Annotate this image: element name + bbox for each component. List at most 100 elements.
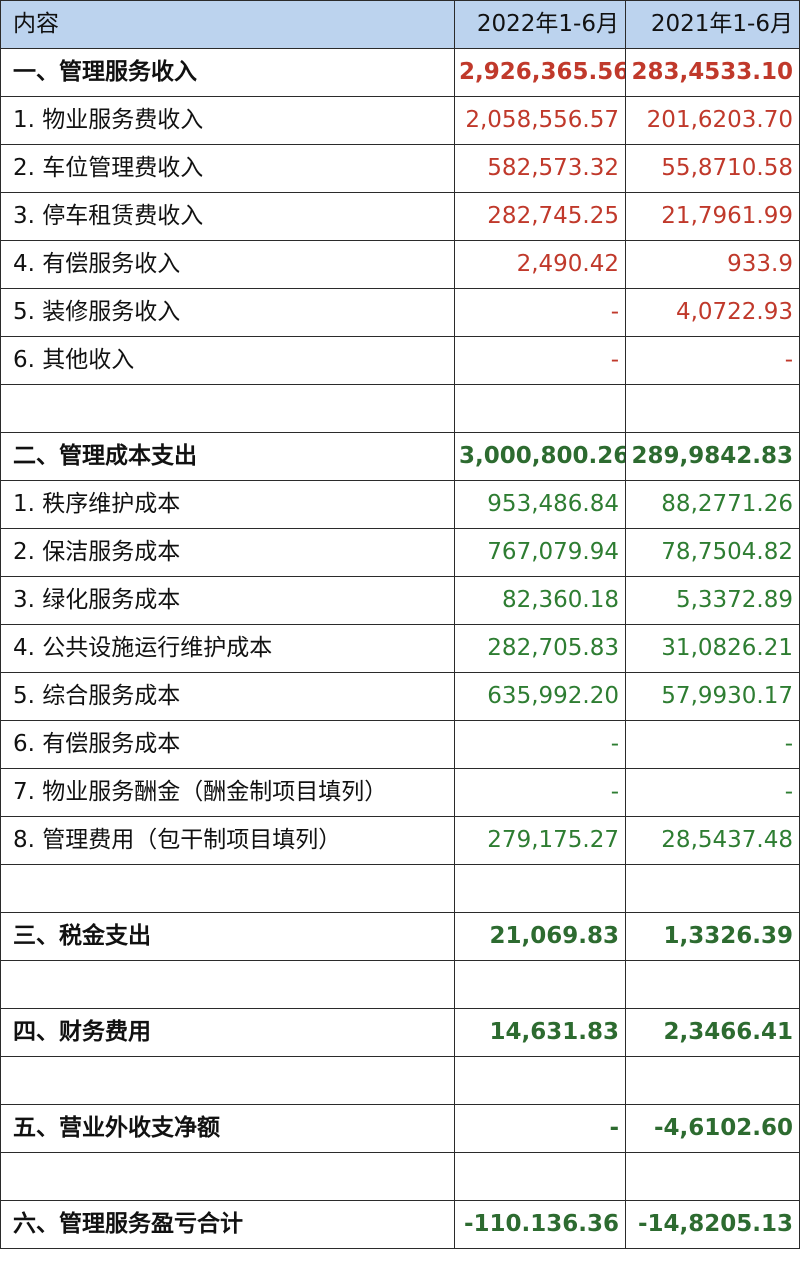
- value-cell-2022[interactable]: -110.136.36: [454, 1200, 626, 1249]
- row-label-cell[interactable]: 三、税金支出: [0, 912, 455, 961]
- row-label-cell[interactable]: [0, 1152, 455, 1201]
- value-cell-2022[interactable]: 3,000,800.26: [454, 432, 626, 481]
- row-label-cell[interactable]: 5. 装修服务收入: [0, 288, 455, 337]
- table-row: 3. 停车租赁费收入 282,745.25 21,7961.99: [0, 192, 800, 241]
- row-label-cell[interactable]: 1. 物业服务费收入: [0, 96, 455, 145]
- row-label-cell[interactable]: 2. 保洁服务成本: [0, 528, 455, 577]
- value-cell-2021[interactable]: -4,6102.60: [625, 1104, 800, 1153]
- value-cell-2022[interactable]: [454, 960, 626, 1009]
- value-cell-2021[interactable]: -14,8205.13: [625, 1200, 800, 1249]
- value-cell-2022[interactable]: 282,745.25: [454, 192, 626, 241]
- value-cell-2021[interactable]: 933.9: [625, 240, 800, 289]
- row-label-cell[interactable]: 二、管理成本支出: [0, 432, 455, 481]
- value-cell-2021[interactable]: 4,0722.93: [625, 288, 800, 337]
- header-cell-label[interactable]: 内容: [0, 0, 455, 49]
- value-cell-2021[interactable]: 28,5437.48: [625, 816, 800, 865]
- row-label-cell[interactable]: 7. 物业服务酬金（酬金制项目填列）: [0, 768, 455, 817]
- value-cell-2022[interactable]: 767,079.94: [454, 528, 626, 577]
- table-row: 4. 公共设施运行维护成本 282,705.83 31,0826.21: [0, 624, 800, 673]
- value-cell-2022[interactable]: [454, 1152, 626, 1201]
- table-row: 7. 物业服务酬金（酬金制项目填列） - -: [0, 768, 800, 817]
- value-cell-2022[interactable]: 279,175.27: [454, 816, 626, 865]
- value-cell-2022[interactable]: 2,490.42: [454, 240, 626, 289]
- table-row: 4. 有偿服务收入 2,490.42 933.9: [0, 240, 800, 289]
- table-row: 2. 车位管理费收入 582,573.32 55,8710.58: [0, 144, 800, 193]
- table-row: 五、营业外收支净额 - -4,6102.60: [0, 1104, 800, 1153]
- value-cell-2021[interactable]: -: [625, 720, 800, 769]
- value-cell-2021[interactable]: 57,9930.17: [625, 672, 800, 721]
- value-cell-2021[interactable]: 31,0826.21: [625, 624, 800, 673]
- value-cell-2021[interactable]: 55,8710.58: [625, 144, 800, 193]
- table-row: 6. 其他收入 - -: [0, 336, 800, 385]
- value-cell-2021[interactable]: 5,3372.89: [625, 576, 800, 625]
- value-cell-2022[interactable]: 21,069.83: [454, 912, 626, 961]
- table-row: [0, 384, 800, 433]
- row-label-cell[interactable]: 3. 绿化服务成本: [0, 576, 455, 625]
- value-cell-2022[interactable]: -: [454, 720, 626, 769]
- value-cell-2022[interactable]: 14,631.83: [454, 1008, 626, 1057]
- table-row: 3. 绿化服务成本 82,360.18 5,3372.89: [0, 576, 800, 625]
- header-cell-2022[interactable]: 2022年1-6月: [454, 0, 626, 49]
- row-label-cell[interactable]: 六、管理服务盈亏合计: [0, 1200, 455, 1249]
- value-cell-2021[interactable]: 21,7961.99: [625, 192, 800, 241]
- table-row: [0, 1056, 800, 1105]
- value-cell-2022[interactable]: -: [454, 768, 626, 817]
- row-label-cell[interactable]: 2. 车位管理费收入: [0, 144, 455, 193]
- value-cell-2021[interactable]: [625, 960, 800, 1009]
- row-label-cell[interactable]: 4. 有偿服务收入: [0, 240, 455, 289]
- value-cell-2021[interactable]: 2,3466.41: [625, 1008, 800, 1057]
- value-cell-2022[interactable]: 582,573.32: [454, 144, 626, 193]
- value-cell-2021[interactable]: 1,3326.39: [625, 912, 800, 961]
- row-label-cell[interactable]: [0, 1056, 455, 1105]
- table-row: [0, 864, 800, 913]
- row-label-cell[interactable]: 4. 公共设施运行维护成本: [0, 624, 455, 673]
- value-cell-2021[interactable]: [625, 384, 800, 433]
- row-label-cell[interactable]: 6. 其他收入: [0, 336, 455, 385]
- value-cell-2022[interactable]: [454, 384, 626, 433]
- value-cell-2021[interactable]: 88,2771.26: [625, 480, 800, 529]
- value-cell-2021[interactable]: [625, 864, 800, 913]
- value-cell-2021[interactable]: 78,7504.82: [625, 528, 800, 577]
- value-cell-2022[interactable]: -: [454, 288, 626, 337]
- value-cell-2022[interactable]: 282,705.83: [454, 624, 626, 673]
- header-cell-2021[interactable]: 2021年1-6月: [625, 0, 800, 49]
- table-row: [0, 960, 800, 1009]
- table-row: [0, 1152, 800, 1201]
- value-cell-2022[interactable]: 82,360.18: [454, 576, 626, 625]
- header-row: 内容 2022年1-6月 2021年1-6月: [0, 0, 800, 49]
- row-label-cell[interactable]: 5. 综合服务成本: [0, 672, 455, 721]
- value-cell-2021[interactable]: 201,6203.70: [625, 96, 800, 145]
- row-label-cell[interactable]: 1. 秩序维护成本: [0, 480, 455, 529]
- table-row: 6. 有偿服务成本 - -: [0, 720, 800, 769]
- value-cell-2022[interactable]: 2,058,556.57: [454, 96, 626, 145]
- table-row: 六、管理服务盈亏合计 -110.136.36 -14,8205.13: [0, 1200, 800, 1249]
- row-label-cell[interactable]: 一、管理服务收入: [0, 48, 455, 97]
- table-row: 8. 管理费用（包干制项目填列） 279,175.27 28,5437.48: [0, 816, 800, 865]
- value-cell-2021[interactable]: [625, 1056, 800, 1105]
- value-cell-2022[interactable]: [454, 864, 626, 913]
- value-cell-2022[interactable]: -: [454, 1104, 626, 1153]
- table-row: 5. 综合服务成本 635,992.20 57,9930.17: [0, 672, 800, 721]
- row-label-cell[interactable]: 6. 有偿服务成本: [0, 720, 455, 769]
- value-cell-2021[interactable]: 283,4533.10: [625, 48, 800, 97]
- value-cell-2021[interactable]: -: [625, 336, 800, 385]
- value-cell-2022[interactable]: -: [454, 336, 626, 385]
- value-cell-2022[interactable]: [454, 1056, 626, 1105]
- value-cell-2022[interactable]: 2,926,365.56: [454, 48, 626, 97]
- row-label-cell[interactable]: [0, 384, 455, 433]
- table-row: 1. 物业服务费收入 2,058,556.57 201,6203.70: [0, 96, 800, 145]
- row-label-cell[interactable]: 8. 管理费用（包干制项目填列）: [0, 816, 455, 865]
- value-cell-2022[interactable]: 635,992.20: [454, 672, 626, 721]
- table-row: 一、管理服务收入 2,926,365.56 283,4533.10: [0, 48, 800, 97]
- row-label-cell[interactable]: 3. 停车租赁费收入: [0, 192, 455, 241]
- value-cell-2021[interactable]: [625, 1152, 800, 1201]
- row-label-cell[interactable]: 五、营业外收支净额: [0, 1104, 455, 1153]
- value-cell-2021[interactable]: 289,9842.83: [625, 432, 800, 481]
- table-row: 5. 装修服务收入 -4,0722.93: [0, 288, 800, 337]
- row-label-cell[interactable]: [0, 864, 455, 913]
- table-row: 2. 保洁服务成本 767,079.94 78,7504.82: [0, 528, 800, 577]
- row-label-cell[interactable]: 四、财务费用: [0, 1008, 455, 1057]
- value-cell-2022[interactable]: 953,486.84: [454, 480, 626, 529]
- value-cell-2021[interactable]: -: [625, 768, 800, 817]
- row-label-cell[interactable]: [0, 960, 455, 1009]
